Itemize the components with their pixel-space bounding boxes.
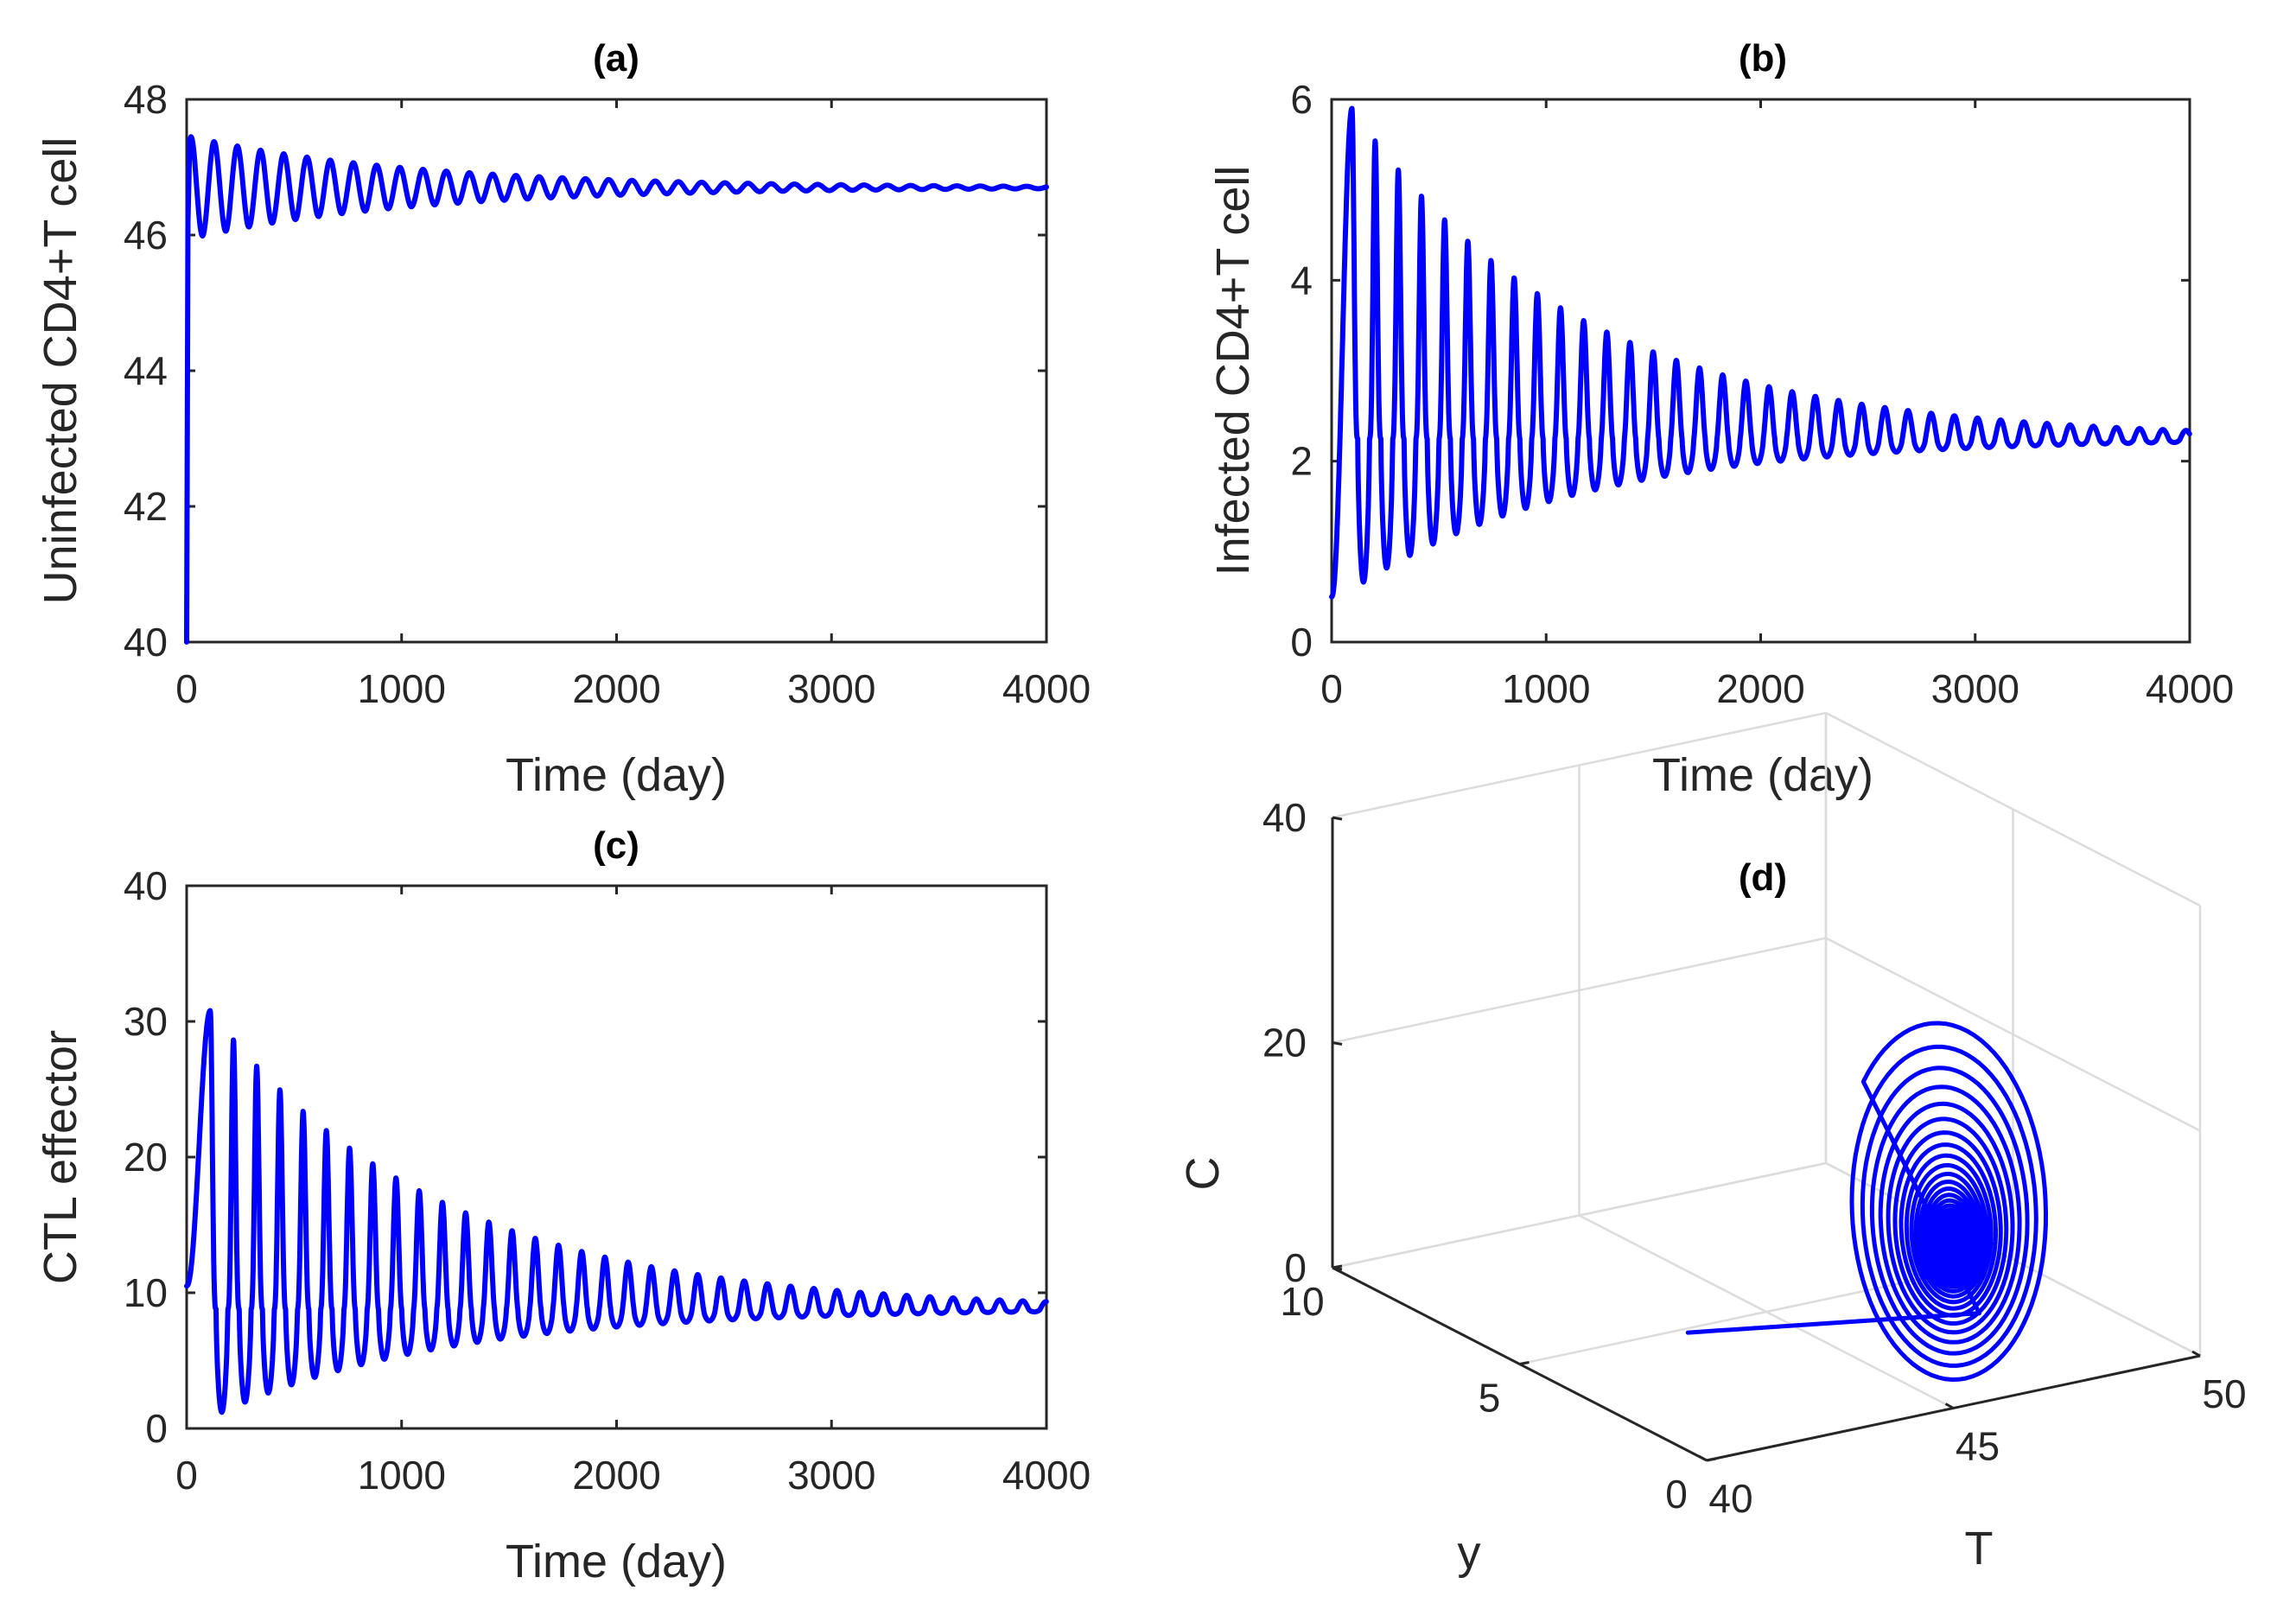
panel-c: (c) 0 1000 2000 3000 4000 0 10 20 30 40 Time (day… <box>35 824 1091 1587</box>
y-tick-label: 0 <box>145 1406 168 1451</box>
x-tick-label: 1000 <box>358 666 446 711</box>
panel-c-ylabel: CTL effector <box>35 1030 86 1284</box>
y-tick-label: 10 <box>1280 1279 1324 1324</box>
y-tick-label: 4 <box>1290 258 1313 302</box>
T-tick-label: 45 <box>1956 1424 2000 1469</box>
panel-d-trajectory <box>1685 1021 2048 1382</box>
panel-b-ylabel: Infected CD4+T cell <box>1207 166 1259 576</box>
x-tick-label: 0 <box>1320 666 1343 711</box>
panel-a-xlabel: Time (day) <box>506 749 727 801</box>
y-tick-label: 5 <box>1479 1376 1501 1421</box>
panel-a-ylabel: Uninfected CD4+T cell <box>35 137 86 605</box>
panel-a-series-line <box>184 134 1049 645</box>
T-tick-label: 50 <box>2202 1371 2246 1416</box>
back-wall-grid-line <box>1332 937 1827 1044</box>
panel-d-grid <box>1331 711 2202 1462</box>
x-tick-label: 1000 <box>358 1453 446 1498</box>
T-tick-mark <box>1698 1454 1708 1462</box>
T-tick-mark <box>2191 1350 2201 1358</box>
y-tick-label: 20 <box>124 1135 168 1180</box>
y-tick-label: 30 <box>124 999 168 1044</box>
panel-c-series-line <box>184 1008 1049 1415</box>
y-tick-label: 48 <box>124 77 168 122</box>
panel-c-ticks: 0 1000 2000 3000 4000 0 10 20 30 40 <box>124 863 1091 1498</box>
C-tick-label: 40 <box>1262 795 1307 840</box>
x-tick-label: 4000 <box>1002 1453 1091 1498</box>
panel-d-zlabel: C <box>1177 1157 1229 1191</box>
x-tick-label: 4000 <box>2146 666 2234 711</box>
T-tick-mark <box>1944 1403 1955 1409</box>
panel-a-axes-box <box>185 98 1048 644</box>
x-tick-label: 2000 <box>572 666 660 711</box>
panel-b-xlabel: Time (day) <box>1652 749 1873 801</box>
panel-a-ticks: 0 1000 2000 3000 4000 40 42 44 46 48 <box>124 77 1091 711</box>
y-tick-label: 46 <box>124 213 168 258</box>
x-tick-label: 0 <box>175 666 198 711</box>
y-tick-mark <box>1519 1361 1530 1365</box>
panel-c-axes-box <box>185 884 1048 1430</box>
x-tick-label: 0 <box>175 1453 198 1498</box>
x-tick-label: 3000 <box>1931 666 2019 711</box>
C-tick-mark <box>1332 1041 1343 1046</box>
panel-d-xlabel: T <box>1965 1523 1994 1574</box>
panel-a: (a) 0 1000 2000 3000 4000 40 42 44 46 48 Time (da… <box>35 37 1091 801</box>
side-wall-grid-line <box>1825 937 2201 1132</box>
x-tick-label: 2000 <box>572 1453 660 1498</box>
panel-b: (b) 0 1000 2000 3000 4000 0 2 4 6 Time (day) Inf… <box>1207 37 2234 801</box>
y-tick-label: 10 <box>124 1270 168 1315</box>
panel-c-title: (c) <box>593 824 639 867</box>
x-tick-label: 3000 <box>787 1453 875 1498</box>
y-tick-label: 0 <box>1665 1472 1688 1517</box>
panel-d-ylabel: y <box>1458 1527 1481 1579</box>
C-tick-label: 0 <box>1284 1245 1307 1290</box>
y-tick-label: 40 <box>124 863 168 908</box>
back-wall-grid-line <box>1332 1161 1827 1269</box>
x-tick-label: 2000 <box>1716 666 1804 711</box>
C-tick-label: 20 <box>1262 1021 1307 1065</box>
panel-d-title: (d) <box>1739 856 1787 899</box>
x-tick-label: 4000 <box>1002 666 1091 711</box>
y-tick-label: 40 <box>124 620 168 665</box>
panel-b-axes-box <box>1330 98 2191 644</box>
side-wall-grid-line <box>1825 711 2201 907</box>
y-tick-label: 44 <box>124 348 168 393</box>
x-tick-label: 3000 <box>787 666 875 711</box>
panel-b-ticks: 0 1000 2000 3000 4000 0 2 4 6 <box>1290 77 2234 711</box>
T-tick-label: 40 <box>1708 1476 1752 1521</box>
y-tick-label: 42 <box>124 484 168 529</box>
y-tick-label: 0 <box>1290 620 1313 665</box>
C-tick-mark <box>1332 816 1343 821</box>
y-tick-label: 6 <box>1290 77 1313 122</box>
x-tick-label: 1000 <box>1502 666 1590 711</box>
C-tick-mark <box>1332 1266 1343 1271</box>
y-tick-mark <box>1706 1457 1717 1462</box>
back-wall-grid-line <box>1332 711 1827 819</box>
panel-b-title: (b) <box>1739 37 1787 80</box>
panel-d-axes <box>1331 817 2201 1462</box>
y-tick-label: 2 <box>1290 439 1313 484</box>
panel-c-xlabel: Time (day) <box>506 1536 727 1587</box>
panel-a-title: (a) <box>593 37 639 80</box>
panel-b-series-line <box>1329 105 2192 600</box>
